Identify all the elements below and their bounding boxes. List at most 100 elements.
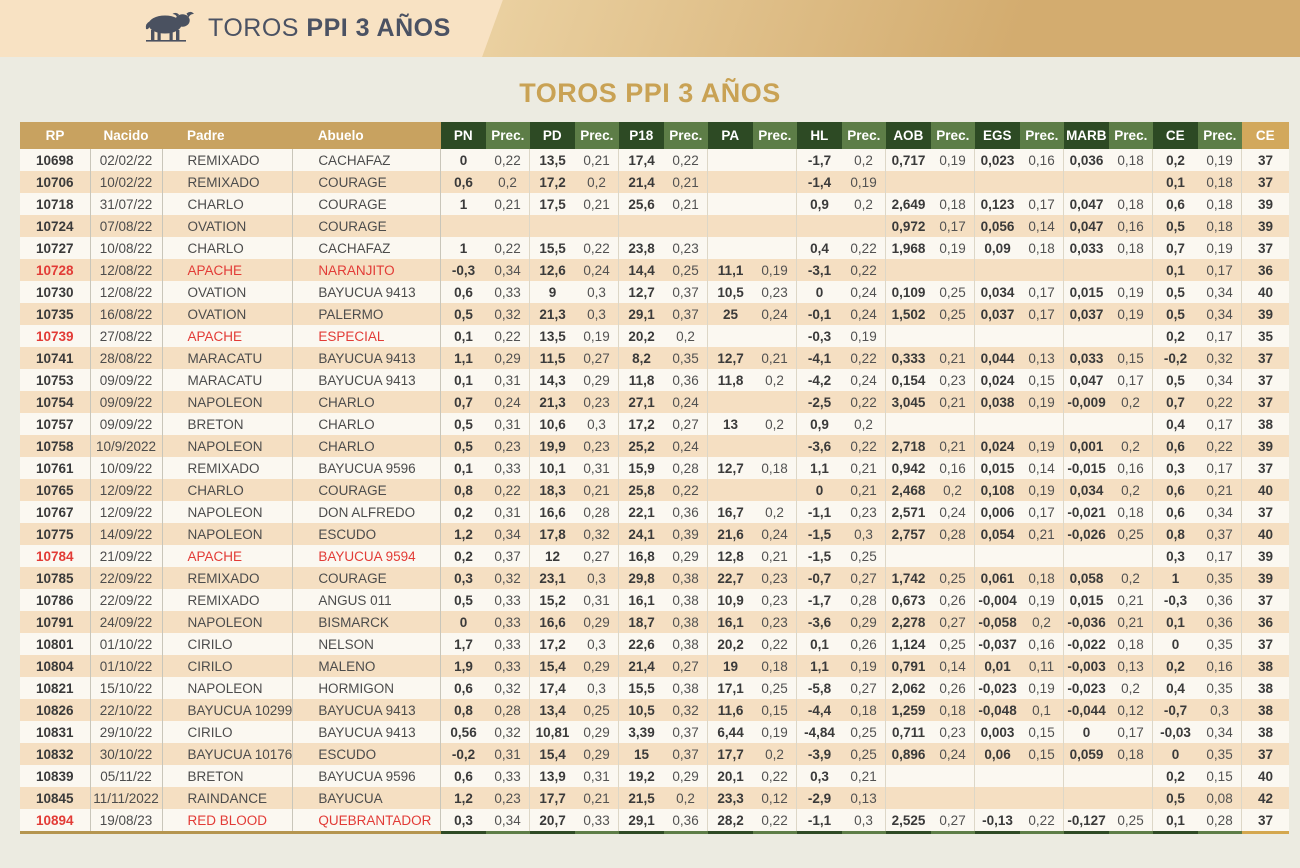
table-row: 10767 12/09/22 NAPOLEON DON ALFREDO 0,2 0,31 1… bbox=[20, 501, 1289, 523]
column-header-marb_prec: Prec. bbox=[1108, 122, 1153, 149]
cell-abuelo: PALERMO bbox=[292, 303, 442, 325]
cell-aob_prec: 0,18 bbox=[939, 196, 966, 212]
cell-pa_prec bbox=[753, 149, 797, 171]
cell-pa: 17,1 bbox=[707, 677, 753, 699]
cell-hl_prec: 0,27 bbox=[850, 570, 877, 586]
cell-nacido: 27/08/22 bbox=[90, 325, 163, 347]
footer-border-cell bbox=[1152, 831, 1198, 834]
brand-regular: TOROS bbox=[208, 14, 307, 42]
cell-pd: 13,5 bbox=[529, 149, 575, 171]
cell-ce: 0,5 bbox=[1152, 787, 1198, 809]
cell-hl_prec: 0,23 bbox=[850, 504, 877, 520]
cell-pa_prec bbox=[753, 193, 797, 215]
cell-nacido: 12/09/22 bbox=[90, 501, 163, 523]
cell-marb: 0,036 bbox=[1063, 149, 1109, 171]
cell-egs: 0,003 bbox=[974, 721, 1020, 743]
cell-abuelo: BISMARCK bbox=[292, 611, 442, 633]
cell-p18: 19,2 bbox=[618, 765, 664, 787]
cell-padre: NAPOLEON bbox=[162, 435, 294, 457]
cell-hl: -1,4 bbox=[796, 171, 842, 193]
cell-pd_prec: 0,24 bbox=[583, 262, 610, 278]
cell-hl_prec: 0,18 bbox=[850, 702, 877, 718]
cell-p18_prec: 0,36 bbox=[672, 812, 699, 828]
cell-aob_prec: 0,26 bbox=[939, 592, 966, 608]
cell-padre: BAYUCUA 10176 bbox=[162, 743, 294, 765]
cell-pa bbox=[707, 215, 753, 237]
cell-hl: 0 bbox=[796, 479, 842, 501]
cell-pn_prec: 0,34 bbox=[494, 812, 521, 828]
cell-p18: 29,1 bbox=[618, 809, 664, 831]
table-row: 10765 12/09/22 CHARLO COURAGE 0,8 0,22 18,3 0,2… bbox=[20, 479, 1289, 501]
cell-rp: 10821 bbox=[20, 677, 91, 699]
cell-pd_prec: 0,32 bbox=[583, 526, 610, 542]
cell-marb_prec: 0,2 bbox=[1121, 680, 1140, 696]
cell-nacido: 22/10/22 bbox=[90, 699, 163, 721]
cell-hl_prec: 0,19 bbox=[850, 658, 877, 674]
cell-ce_prec: 0,35 bbox=[1206, 680, 1233, 696]
cell-egs bbox=[974, 325, 1020, 347]
cell-rp: 10706 bbox=[20, 171, 91, 193]
cell-ce: 1 bbox=[1152, 567, 1198, 589]
cell-pa bbox=[707, 237, 753, 259]
cell-ce: 0,6 bbox=[1152, 479, 1198, 501]
cell-marb: -0,023 bbox=[1063, 677, 1109, 699]
cell-abuelo: COURAGE bbox=[292, 479, 442, 501]
cell-pn: 0,1 bbox=[440, 369, 486, 391]
cell-pd: 14,3 bbox=[529, 369, 575, 391]
cell-egs_prec: 0,19 bbox=[1028, 438, 1055, 454]
cell-marb_prec: 0,18 bbox=[1117, 636, 1144, 652]
table-row: 10894 19/08/23 RED BLOOD QUEBRANTADOR 0,3 0,3… bbox=[20, 809, 1289, 831]
table-row: 10791 24/09/22 NAPOLEON BISMARCK 0 0,33 16,6 0,… bbox=[20, 611, 1289, 633]
cell-pa_prec: 0,23 bbox=[761, 592, 788, 608]
cell-ce_prec: 0,18 bbox=[1206, 218, 1233, 234]
cell-aob: 0,896 bbox=[885, 743, 931, 765]
cell-marb: 0,015 bbox=[1063, 589, 1109, 611]
cell-egs: 0,037 bbox=[974, 303, 1020, 325]
cell-ce-final: 37 bbox=[1241, 369, 1289, 391]
cell-rp: 10845 bbox=[20, 787, 91, 809]
cell-nacido: 29/10/22 bbox=[90, 721, 163, 743]
cell-ce-final: 37 bbox=[1241, 391, 1289, 413]
cell-pa_prec: 0,23 bbox=[761, 570, 788, 586]
cell-hl: -4,1 bbox=[796, 347, 842, 369]
cell-pa: 11,6 bbox=[707, 699, 753, 721]
bull-icon bbox=[143, 9, 195, 48]
cell-pa_prec: 0,25 bbox=[761, 680, 788, 696]
cell-marb_prec bbox=[1109, 413, 1153, 435]
cell-abuelo: BAYUCUA 9413 bbox=[292, 699, 442, 721]
cell-egs: 0,123 bbox=[974, 193, 1020, 215]
cell-abuelo: ESCUDO bbox=[292, 743, 442, 765]
cell-aob: 2,278 bbox=[885, 611, 931, 633]
cell-aob: 1,742 bbox=[885, 567, 931, 589]
cell-aob_prec: 0,23 bbox=[939, 372, 966, 388]
cell-pd_prec: 0,23 bbox=[583, 394, 610, 410]
cell-pd: 12,6 bbox=[529, 259, 575, 281]
table-row: 10741 28/08/22 MARACATU BAYUCUA 9413 1,1 0,29… bbox=[20, 347, 1289, 369]
cell-marb bbox=[1063, 413, 1109, 435]
table-row: 10728 12/08/22 APACHE NARANJITO -0,3 0,34 12,6… bbox=[20, 259, 1289, 281]
cell-pd_prec: 0,31 bbox=[583, 768, 610, 784]
cell-ce: 0,8 bbox=[1152, 523, 1198, 545]
cell-pd: 10,81 bbox=[529, 721, 575, 743]
cell-padre: MARACATU bbox=[162, 369, 294, 391]
cell-egs: 0,061 bbox=[974, 567, 1020, 589]
cell-marb_prec bbox=[1109, 325, 1153, 347]
cell-pa_prec: 0,18 bbox=[761, 658, 788, 674]
cell-ce: 0,1 bbox=[1152, 611, 1198, 633]
cell-aob_prec: 0,25 bbox=[939, 636, 966, 652]
footer-border-cell bbox=[930, 831, 975, 834]
cell-padre: NAPOLEON bbox=[162, 391, 294, 413]
cell-padre: OVATION bbox=[162, 281, 294, 303]
cell-p18_prec: 0,29 bbox=[672, 768, 699, 784]
cell-aob_prec: 0,24 bbox=[939, 504, 966, 520]
cell-egs: 0,108 bbox=[974, 479, 1020, 501]
cell-pa: 13 bbox=[707, 413, 753, 435]
footer-border-cell bbox=[974, 831, 1020, 834]
cell-ce-final: 40 bbox=[1241, 765, 1289, 787]
cell-marb_prec bbox=[1109, 545, 1153, 567]
cell-egs_prec bbox=[1020, 171, 1064, 193]
cell-ce: 0,1 bbox=[1152, 171, 1198, 193]
cell-abuelo: ESCUDO bbox=[292, 523, 442, 545]
cell-hl: 0,1 bbox=[796, 633, 842, 655]
cell-marb_prec: 0,18 bbox=[1117, 240, 1144, 256]
